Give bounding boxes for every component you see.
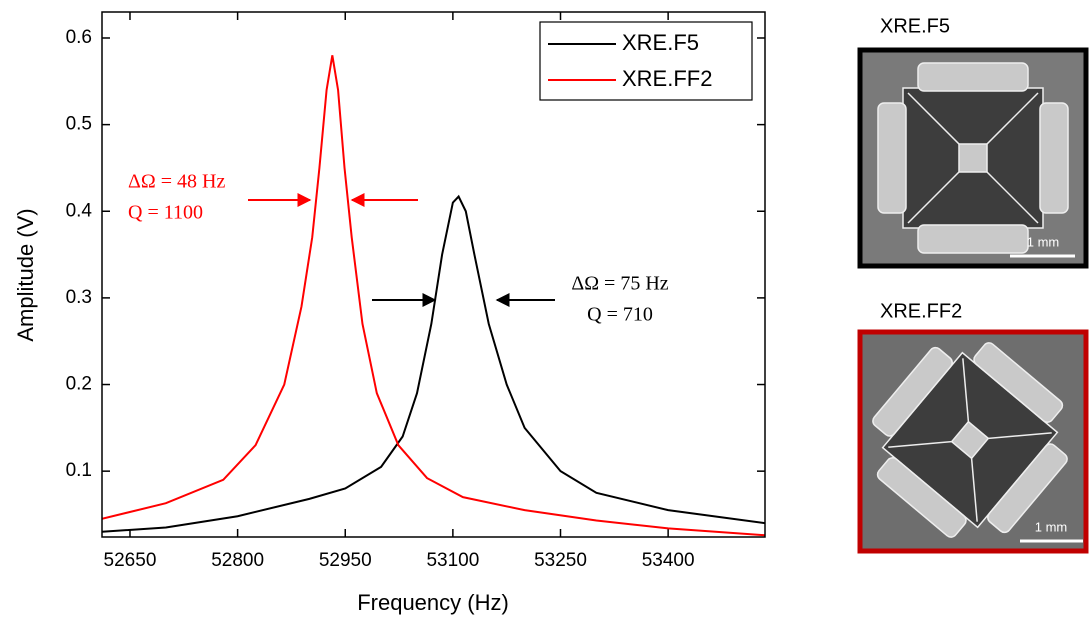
y-tick-label: 0.6 (66, 27, 92, 48)
data-line (102, 55, 765, 537)
y-tick-label: 0.1 (66, 460, 92, 481)
scale-label: 1 mm (1027, 234, 1060, 249)
plot-area (102, 55, 765, 537)
annotation: Q = 710 (587, 304, 653, 326)
x-tick-label: 52800 (211, 550, 264, 571)
image-label: XRE.F5 (880, 15, 950, 37)
x-tick-label: 52650 (104, 550, 157, 571)
legend-label: XRE.F5 (622, 30, 699, 55)
x-tick-label: 53250 (534, 550, 587, 571)
x-tick-label: 53400 (642, 550, 695, 571)
x-axis-title: Frequency (Hz) (357, 590, 509, 615)
y-tick-label: 0.3 (66, 287, 92, 308)
annotation: Q = 1100 (128, 202, 203, 224)
plot-frame (101, 11, 766, 538)
annotation: ΔΩ = 75 Hz (571, 273, 668, 295)
data-line (102, 194, 765, 533)
annotation: ΔΩ = 48 Hz (128, 171, 225, 193)
image-panel (857, 47, 1089, 269)
image-panel (857, 329, 1089, 554)
x-tick-label: 53100 (426, 550, 479, 571)
y-axis-title: Amplitude (V) (13, 208, 38, 341)
x-tick-label: 52950 (319, 550, 372, 571)
scale-label: 1 mm (1035, 519, 1068, 534)
y-tick-label: 0.4 (66, 200, 93, 221)
legend-label: XRE.FF2 (622, 66, 712, 91)
image-label: XRE.FF2 (880, 300, 962, 322)
y-tick-label: 0.2 (66, 374, 92, 395)
legend-box (539, 21, 753, 101)
y-tick-label: 0.5 (66, 114, 92, 135)
